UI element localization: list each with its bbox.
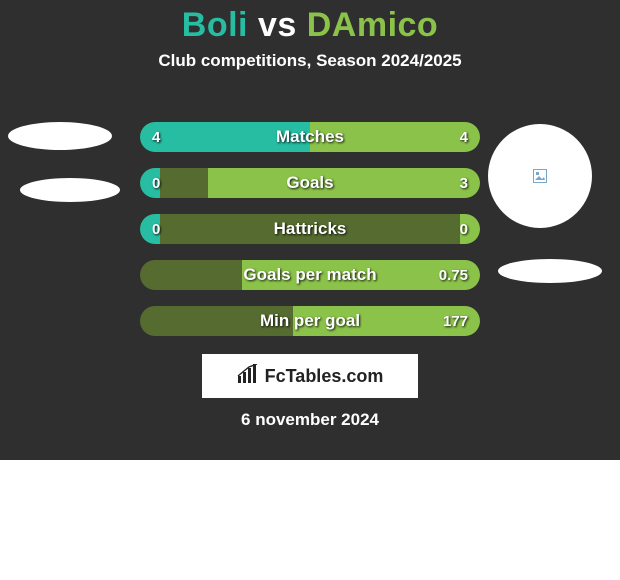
subtitle: Club competitions, Season 2024/2025 [0, 51, 620, 71]
stat-value-left: 4 [152, 122, 160, 152]
stat-value-right: 0 [460, 214, 468, 244]
stat-row-min-per-goal: Min per goal177 [140, 306, 480, 336]
comparison-panel: Boli vs DAmico Club competitions, Season… [0, 0, 620, 460]
player1-name: Boli [182, 6, 248, 44]
player1-photo-2 [20, 178, 120, 202]
player2-photo-1 [488, 124, 592, 228]
player2-name: DAmico [307, 6, 438, 44]
vs-label: vs [258, 6, 297, 44]
stat-label: Goals [140, 168, 480, 198]
stat-value-right: 4 [460, 122, 468, 152]
stat-value-right: 0.75 [439, 260, 468, 290]
stat-value-right: 3 [460, 168, 468, 198]
image-placeholder-icon [533, 169, 547, 183]
date-text: 6 november 2024 [0, 410, 620, 430]
stat-label: Goals per match [140, 260, 480, 290]
stat-value-right: 177 [443, 306, 468, 336]
page-title: Boli vs DAmico [0, 6, 620, 45]
brand-chart-icon [237, 364, 261, 389]
stat-row-matches: Matches4 4 [140, 122, 480, 152]
stat-label: Matches [140, 122, 480, 152]
stat-label: Hattricks [140, 214, 480, 244]
stat-row-hattricks: Hattricks0 0 [140, 214, 480, 244]
player1-photo-1 [8, 122, 112, 150]
stat-label: Min per goal [140, 306, 480, 336]
brand-badge: FcTables.com [202, 354, 418, 398]
stat-row-goals-per-match: Goals per match0.75 [140, 260, 480, 290]
stat-value-left: 0 [152, 214, 160, 244]
stat-bars: Matches44Goals03Hattricks00Goals per mat… [140, 122, 480, 352]
brand-text: FcTables.com [265, 366, 384, 387]
stat-value-left: 0 [152, 168, 160, 198]
player2-photo-2 [498, 259, 602, 283]
stat-row-goals: Goals0 3 [140, 168, 480, 198]
